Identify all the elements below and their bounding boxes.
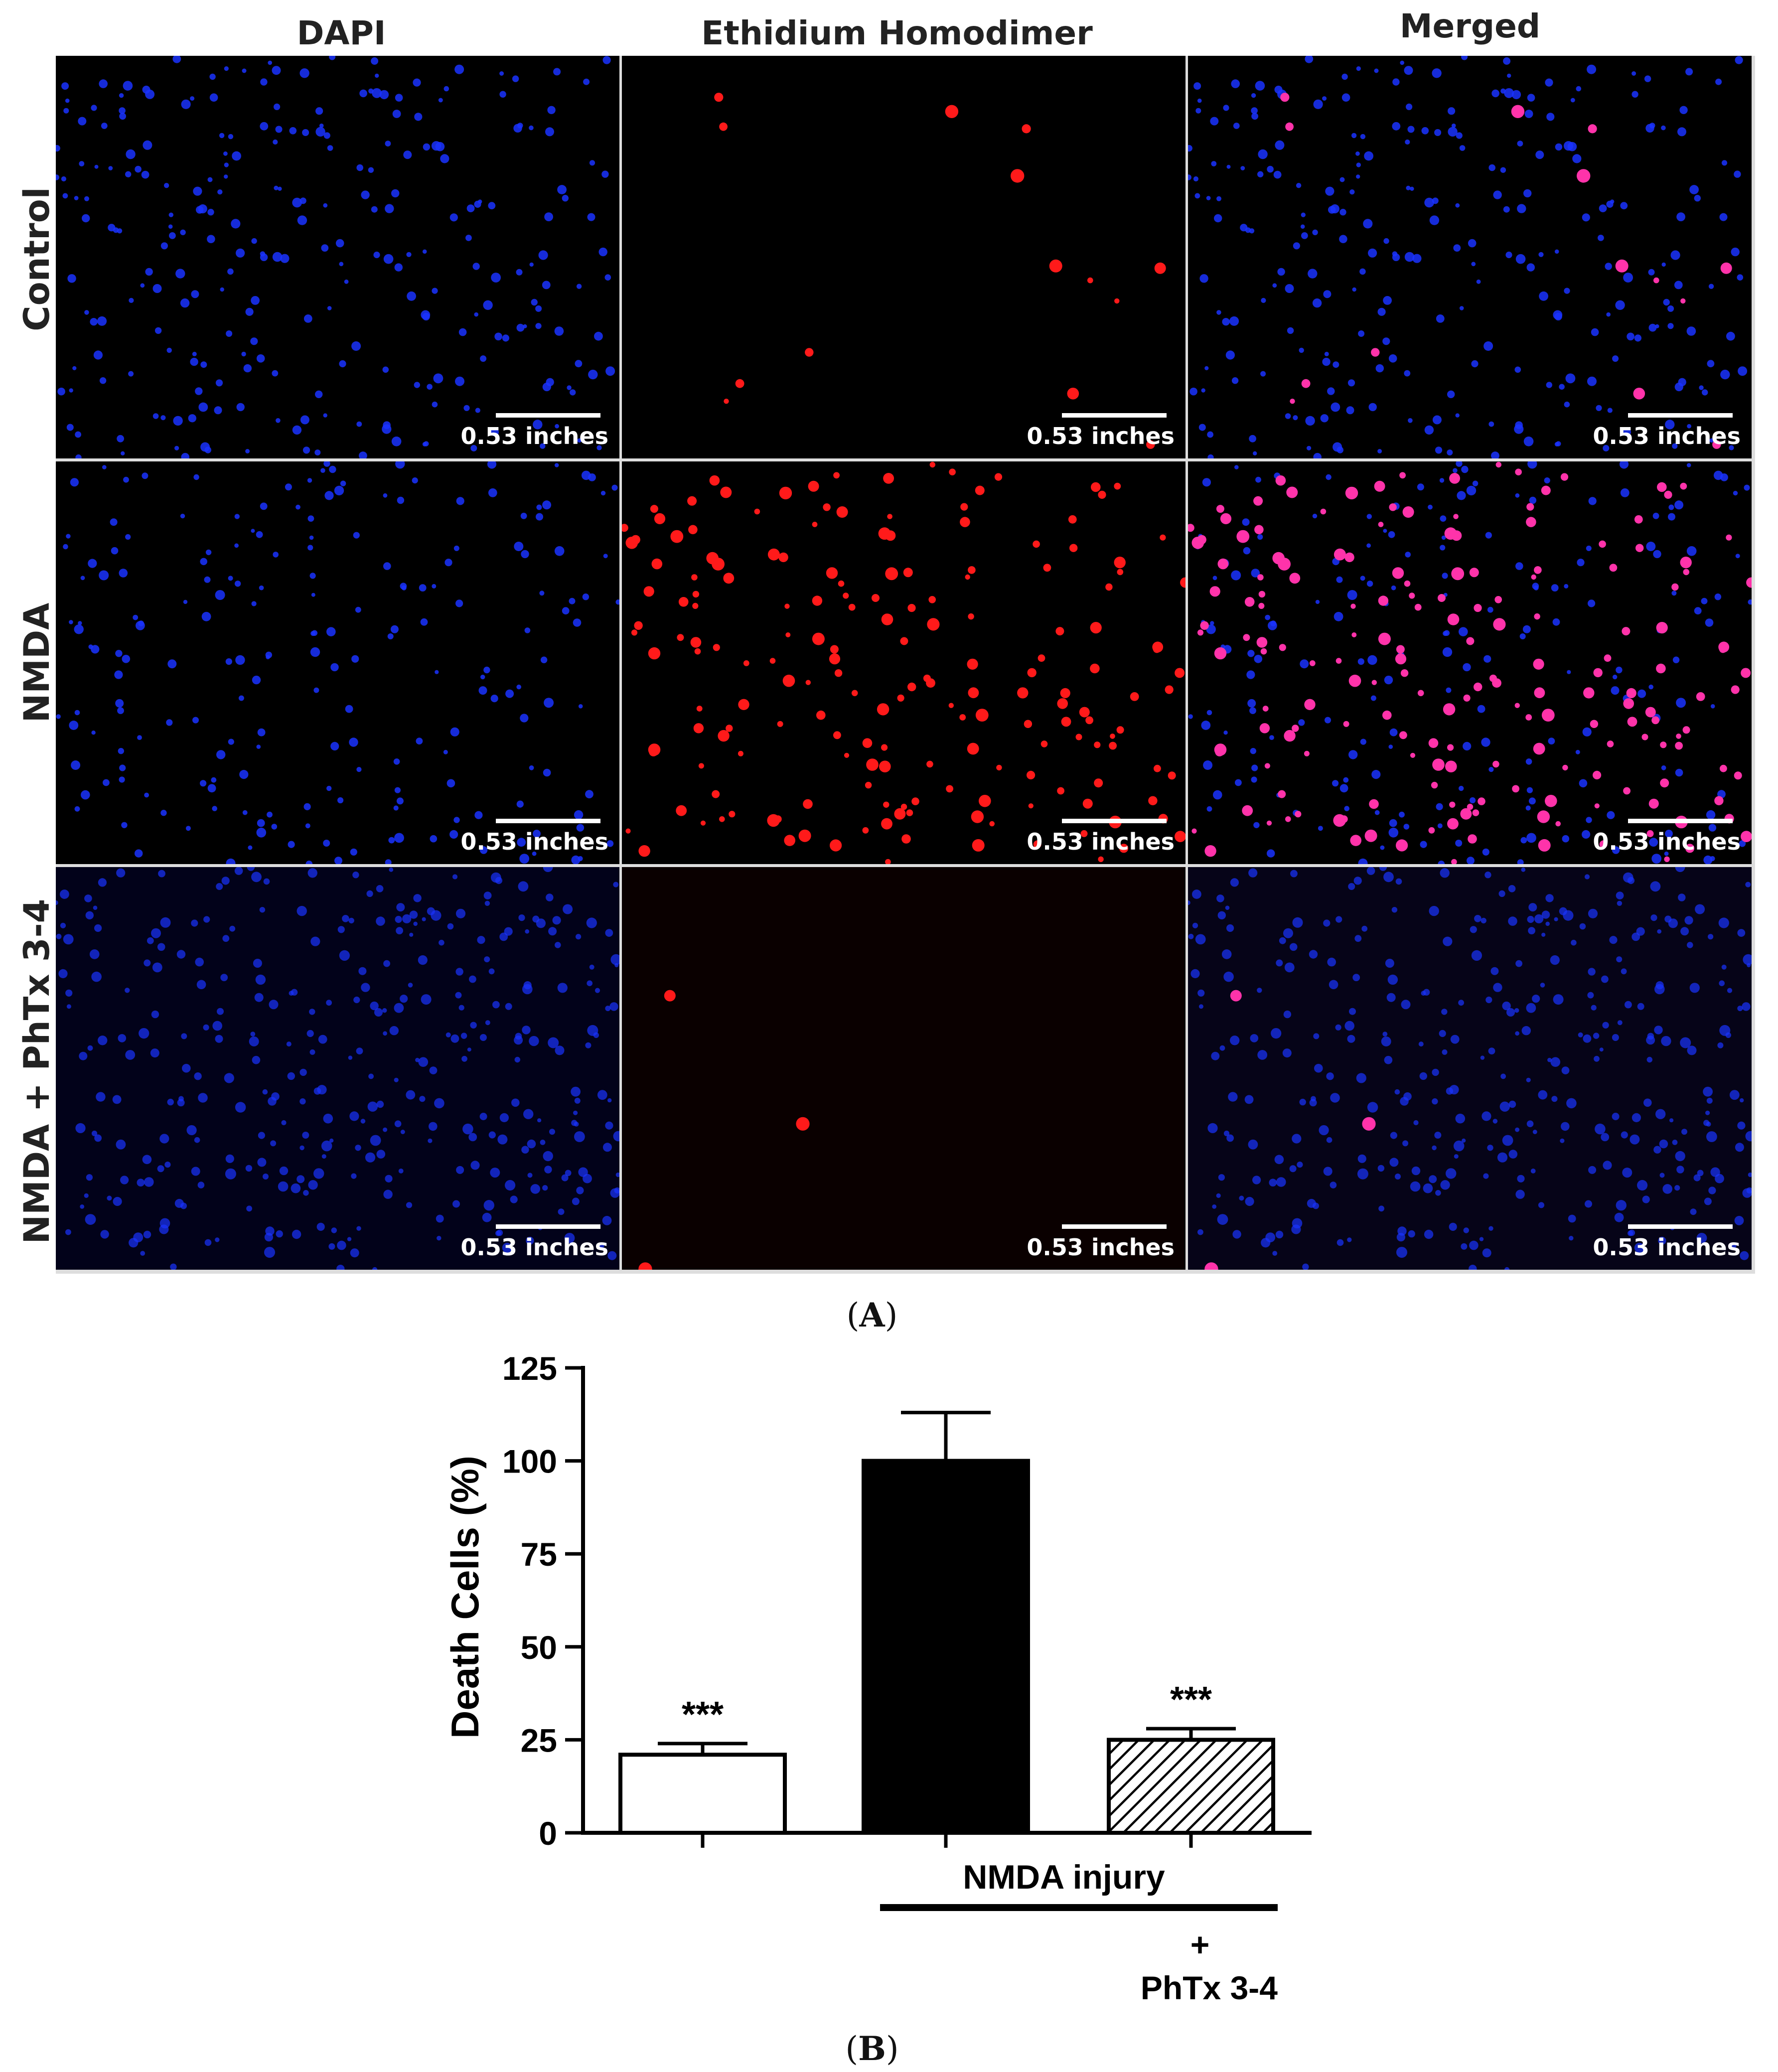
- scale-bar: [1628, 819, 1733, 823]
- micrograph-nmda-phtx-ethidium: 0.53 inches: [622, 867, 1185, 1270]
- micrograph-image: [714, 93, 1166, 449]
- row-label-nmda-phtx: NMDA + PhTx 3-4: [16, 898, 57, 1244]
- scale-bar-label: 0.53 inches: [1593, 423, 1741, 449]
- y-axis-label: Death Cells (%): [443, 1456, 487, 1739]
- column-header-merged: Merged: [1399, 7, 1541, 45]
- bar-chart: Death Cells (%) 0 25 50 75 100 125 *** *** NMDA …: [0, 1296, 1778, 2072]
- micrograph-image: [1188, 56, 1748, 458]
- treatment-label: PhTx 3-4: [1141, 1969, 1278, 2006]
- micrograph-image: [56, 56, 615, 458]
- y-tick-label: 0: [539, 1815, 557, 1852]
- y-tick-label: 125: [502, 1350, 557, 1387]
- micrograph-image: [56, 461, 619, 864]
- micrograph-image: [622, 867, 1185, 1270]
- scale-bar: [496, 1224, 600, 1229]
- scale-bar: [496, 413, 600, 418]
- y-tick-label: 100: [502, 1443, 557, 1480]
- scale-bar-label: 0.53 inches: [1027, 1234, 1175, 1261]
- significance-annotation: ***: [1170, 1680, 1212, 1720]
- micrograph-control-ethidium: 0.53 inches: [622, 56, 1185, 458]
- bar-3: [1107, 1738, 1275, 1835]
- bar-chart-svg: Death Cells (%) 0 25 50 75 100 125 *** *** NMDA …: [443, 1350, 1312, 2006]
- micrograph-control-merged: 0.53 inches: [1188, 56, 1752, 458]
- micrograph-image: [1188, 867, 1752, 1270]
- micrograph-nmda-phtx-merged: 0.53 inches: [1188, 867, 1752, 1270]
- micrograph-image: [622, 461, 1185, 864]
- scale-bar-label: 0.53 inches: [460, 828, 608, 855]
- microscopy-grid: 0.53 inches 0.53 inches 0.53 inches 0.53 in…: [56, 56, 1755, 1274]
- micrograph-control-dapi: 0.53 inches: [56, 56, 619, 458]
- y-tick-label: 50: [521, 1629, 557, 1666]
- scale-bar: [496, 819, 600, 823]
- y-tick-label: 75: [521, 1536, 557, 1573]
- micrograph-nmda-merged: 0.53 inches: [1188, 461, 1752, 864]
- bar-1: [618, 1753, 787, 1835]
- row-label-nmda: NMDA: [16, 602, 57, 723]
- panel-a-label: (A): [846, 1296, 898, 1334]
- significance-annotation: ***: [682, 1695, 724, 1735]
- scale-bar-label: 0.53 inches: [460, 1234, 608, 1261]
- bar-2: [862, 1459, 1030, 1835]
- micrograph-nmda-ethidium: 0.53 inches: [622, 461, 1185, 864]
- panel-b-label: (B): [845, 2029, 899, 2068]
- scale-bar: [1062, 1224, 1167, 1229]
- column-header-dapi: DAPI: [296, 14, 386, 52]
- scale-bar: [1062, 413, 1167, 418]
- micrograph-image: [1188, 461, 1752, 864]
- scale-bar: [1062, 819, 1167, 823]
- scale-bar-label: 0.53 inches: [460, 423, 608, 449]
- scale-bar-label: 0.53 inches: [1027, 423, 1175, 449]
- scale-bar: [1628, 1224, 1733, 1229]
- group-label: NMDA injury: [963, 1858, 1165, 1896]
- scale-bar: [1628, 413, 1733, 418]
- row-label-control: Control: [16, 187, 57, 331]
- scale-bar-label: 0.53 inches: [1593, 828, 1741, 855]
- column-header-ethidium: Ethidium Homodimer: [701, 14, 1093, 52]
- y-tick-label: 25: [521, 1722, 557, 1759]
- micrograph-nmda-phtx-dapi: 0.53 inches: [56, 867, 619, 1270]
- scale-bar-label: 0.53 inches: [1027, 828, 1175, 855]
- treatment-plus: +: [1190, 1926, 1210, 1963]
- micrograph-nmda-dapi: 0.53 inches: [56, 461, 619, 864]
- micrograph-image: [56, 867, 619, 1270]
- scale-bar-label: 0.53 inches: [1593, 1234, 1741, 1261]
